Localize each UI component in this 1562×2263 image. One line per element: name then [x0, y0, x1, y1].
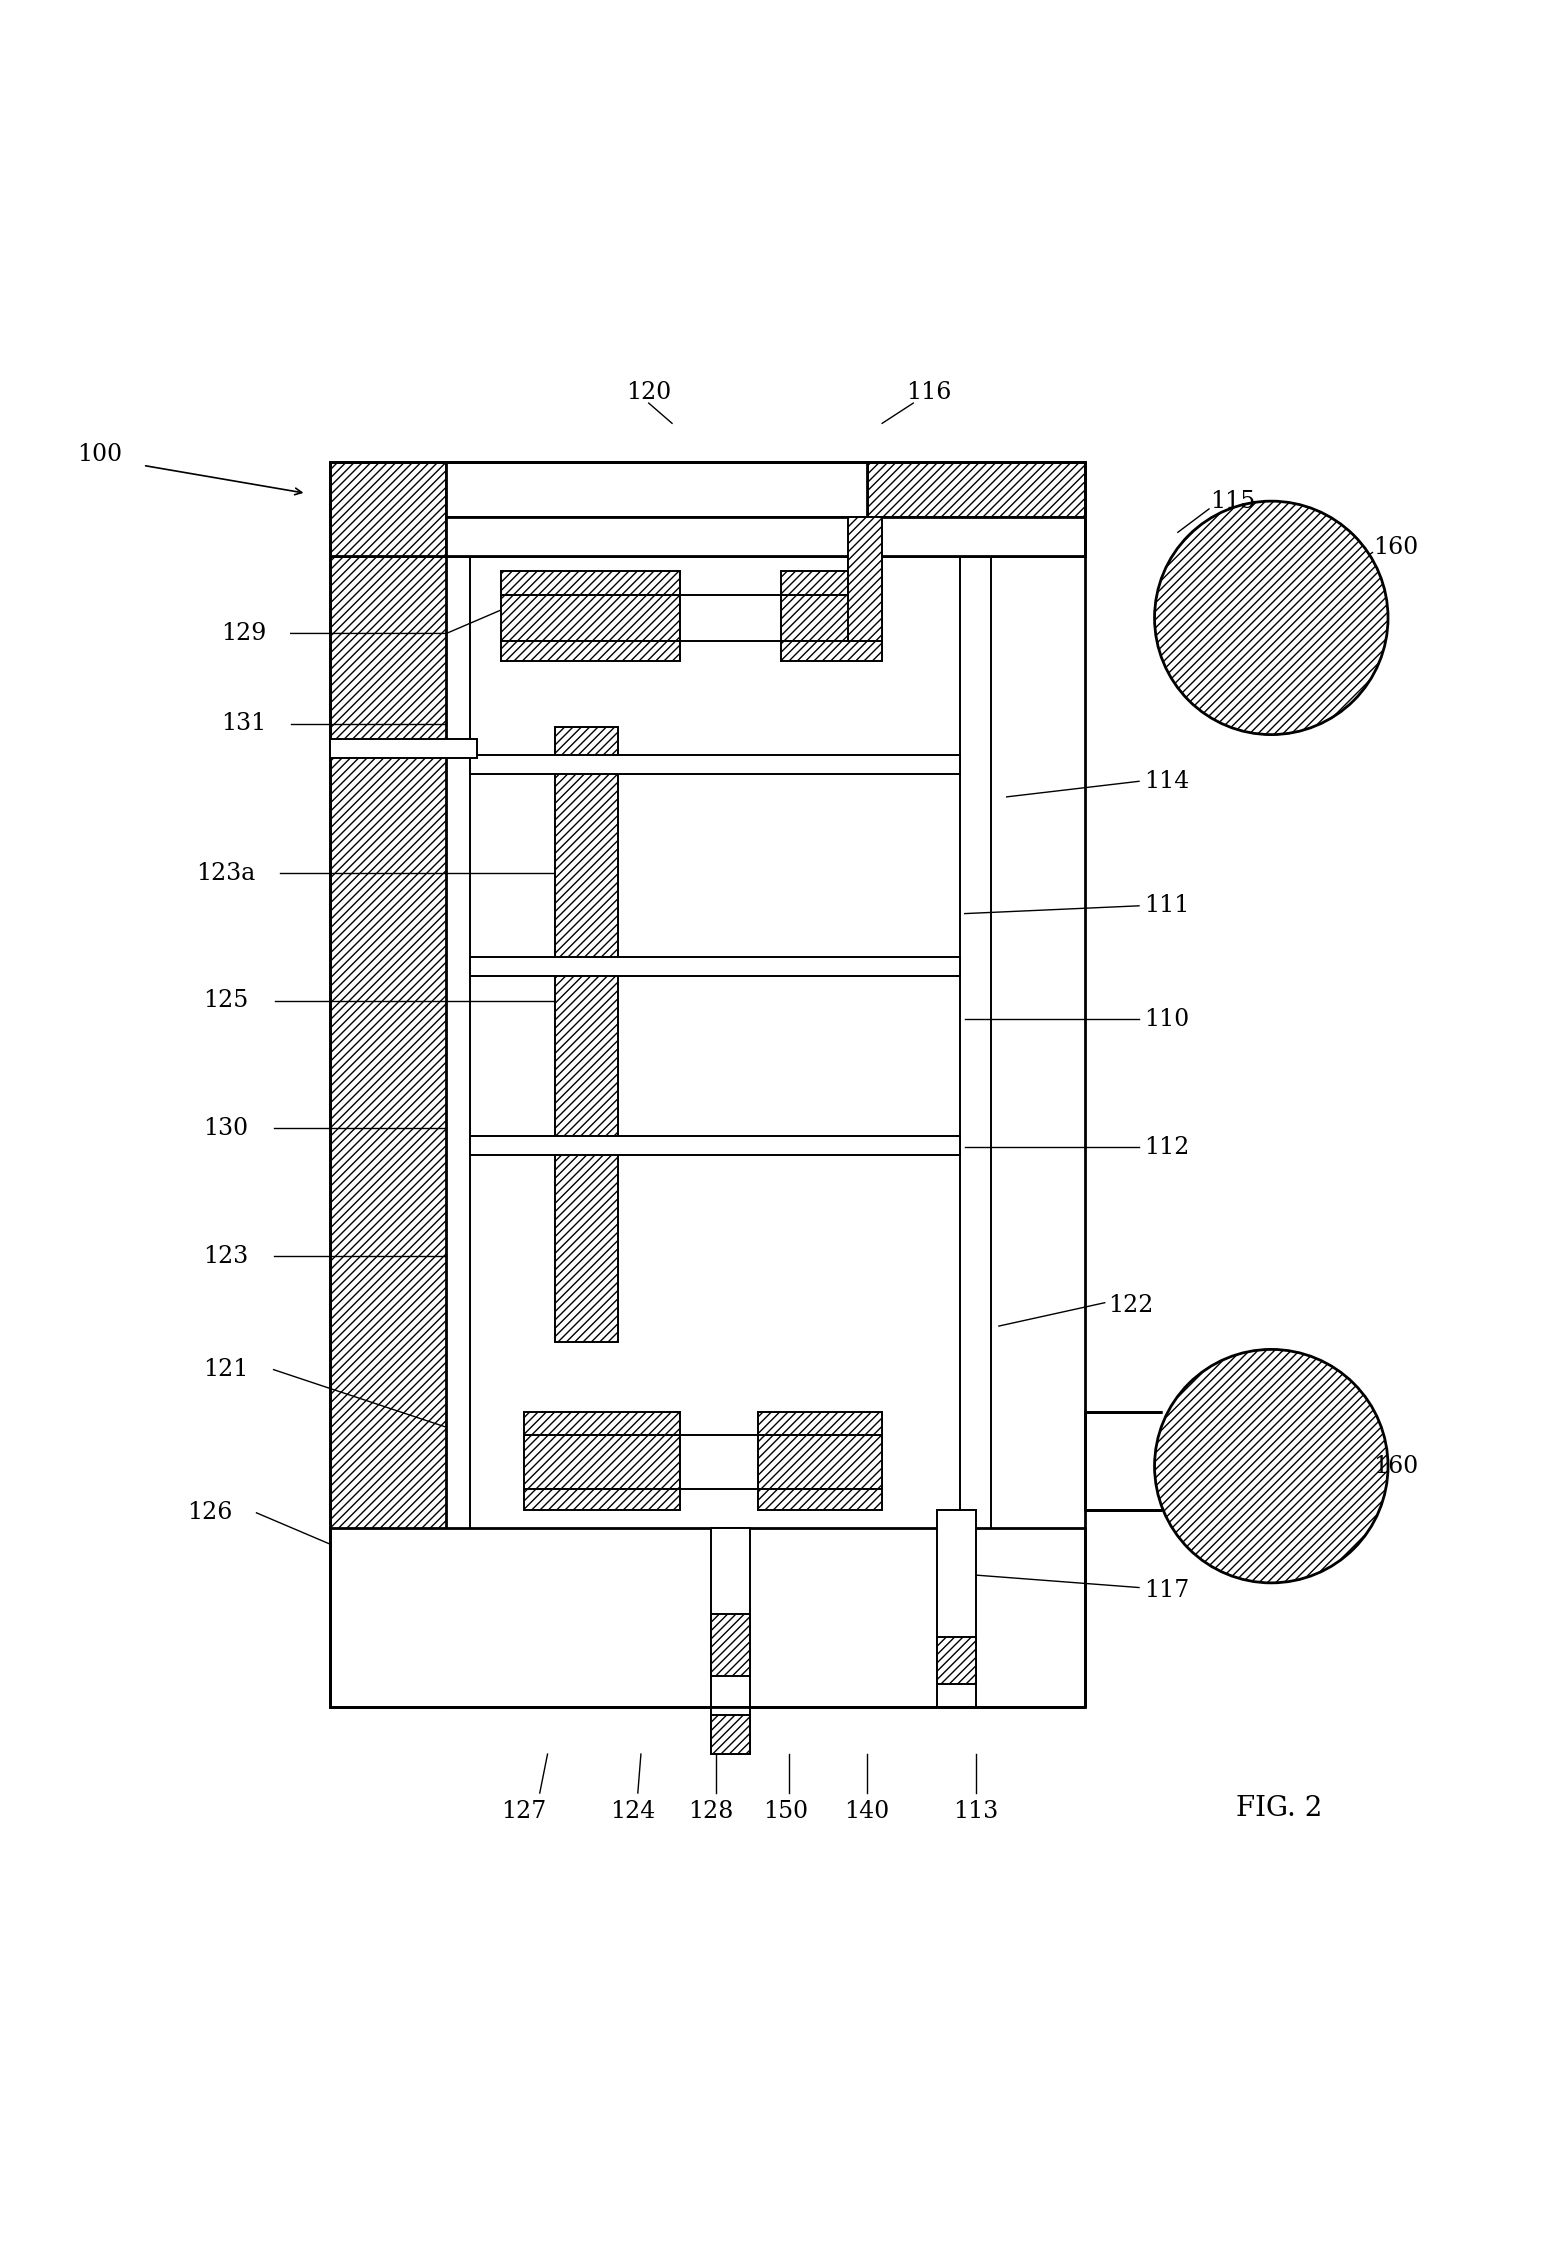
Bar	[501, 595, 679, 640]
Bar	[679, 595, 781, 640]
Text: 111: 111	[1145, 894, 1190, 917]
Bar	[470, 1136, 961, 1154]
Bar	[470, 957, 961, 975]
Bar	[758, 1489, 883, 1509]
Text: 129: 129	[222, 622, 267, 645]
Bar	[330, 462, 447, 1706]
Bar	[525, 1412, 679, 1435]
Bar	[937, 1638, 976, 1684]
Text: 114: 114	[1145, 769, 1190, 792]
Bar	[848, 516, 883, 640]
Bar	[781, 640, 883, 661]
Bar	[937, 1509, 976, 1706]
Bar	[501, 570, 679, 595]
Bar	[848, 557, 883, 570]
Text: 128: 128	[689, 1799, 734, 1824]
Bar	[781, 570, 883, 595]
Text: 100: 100	[77, 444, 122, 466]
Text: 123a: 123a	[195, 862, 255, 885]
Text: 117: 117	[1145, 1580, 1190, 1602]
Bar	[711, 1614, 750, 1677]
Text: 110: 110	[1145, 1007, 1190, 1032]
Text: 150: 150	[764, 1799, 808, 1824]
Text: 123: 123	[203, 1245, 248, 1267]
Bar	[556, 726, 617, 1342]
Bar	[525, 1435, 679, 1489]
Bar	[330, 740, 478, 758]
Bar	[470, 756, 961, 774]
Bar	[711, 1528, 750, 1706]
Bar	[330, 462, 447, 557]
Text: 126: 126	[187, 1500, 233, 1525]
Bar	[781, 595, 883, 640]
Text: 120: 120	[626, 380, 672, 403]
Text: 130: 130	[203, 1118, 248, 1141]
Bar	[711, 1706, 750, 1754]
Text: 125: 125	[203, 989, 248, 1012]
Text: 112: 112	[1145, 1136, 1190, 1159]
Text: 124: 124	[611, 1799, 656, 1824]
Text: 113: 113	[953, 1799, 998, 1824]
Bar	[711, 1715, 750, 1754]
Bar	[758, 1412, 883, 1435]
Bar	[447, 462, 867, 516]
Text: 115: 115	[1209, 489, 1254, 514]
Text: 160: 160	[1373, 536, 1418, 559]
Circle shape	[1154, 500, 1389, 735]
Bar	[330, 462, 1084, 557]
Text: FIG. 2: FIG. 2	[1236, 1795, 1323, 1822]
Text: 122: 122	[1109, 1294, 1154, 1317]
Text: 131: 131	[222, 713, 267, 735]
Text: 116: 116	[906, 380, 951, 403]
Bar	[330, 1528, 1084, 1706]
Text: 160: 160	[1373, 1455, 1418, 1478]
Bar	[758, 1435, 883, 1489]
Text: 140: 140	[843, 1799, 889, 1824]
Bar	[447, 516, 1084, 557]
Bar	[501, 640, 679, 661]
Text: 127: 127	[501, 1799, 547, 1824]
Bar	[679, 1435, 758, 1489]
Bar	[867, 462, 1084, 516]
Bar	[525, 1489, 679, 1509]
Text: 121: 121	[203, 1358, 248, 1380]
Circle shape	[1154, 1349, 1389, 1582]
